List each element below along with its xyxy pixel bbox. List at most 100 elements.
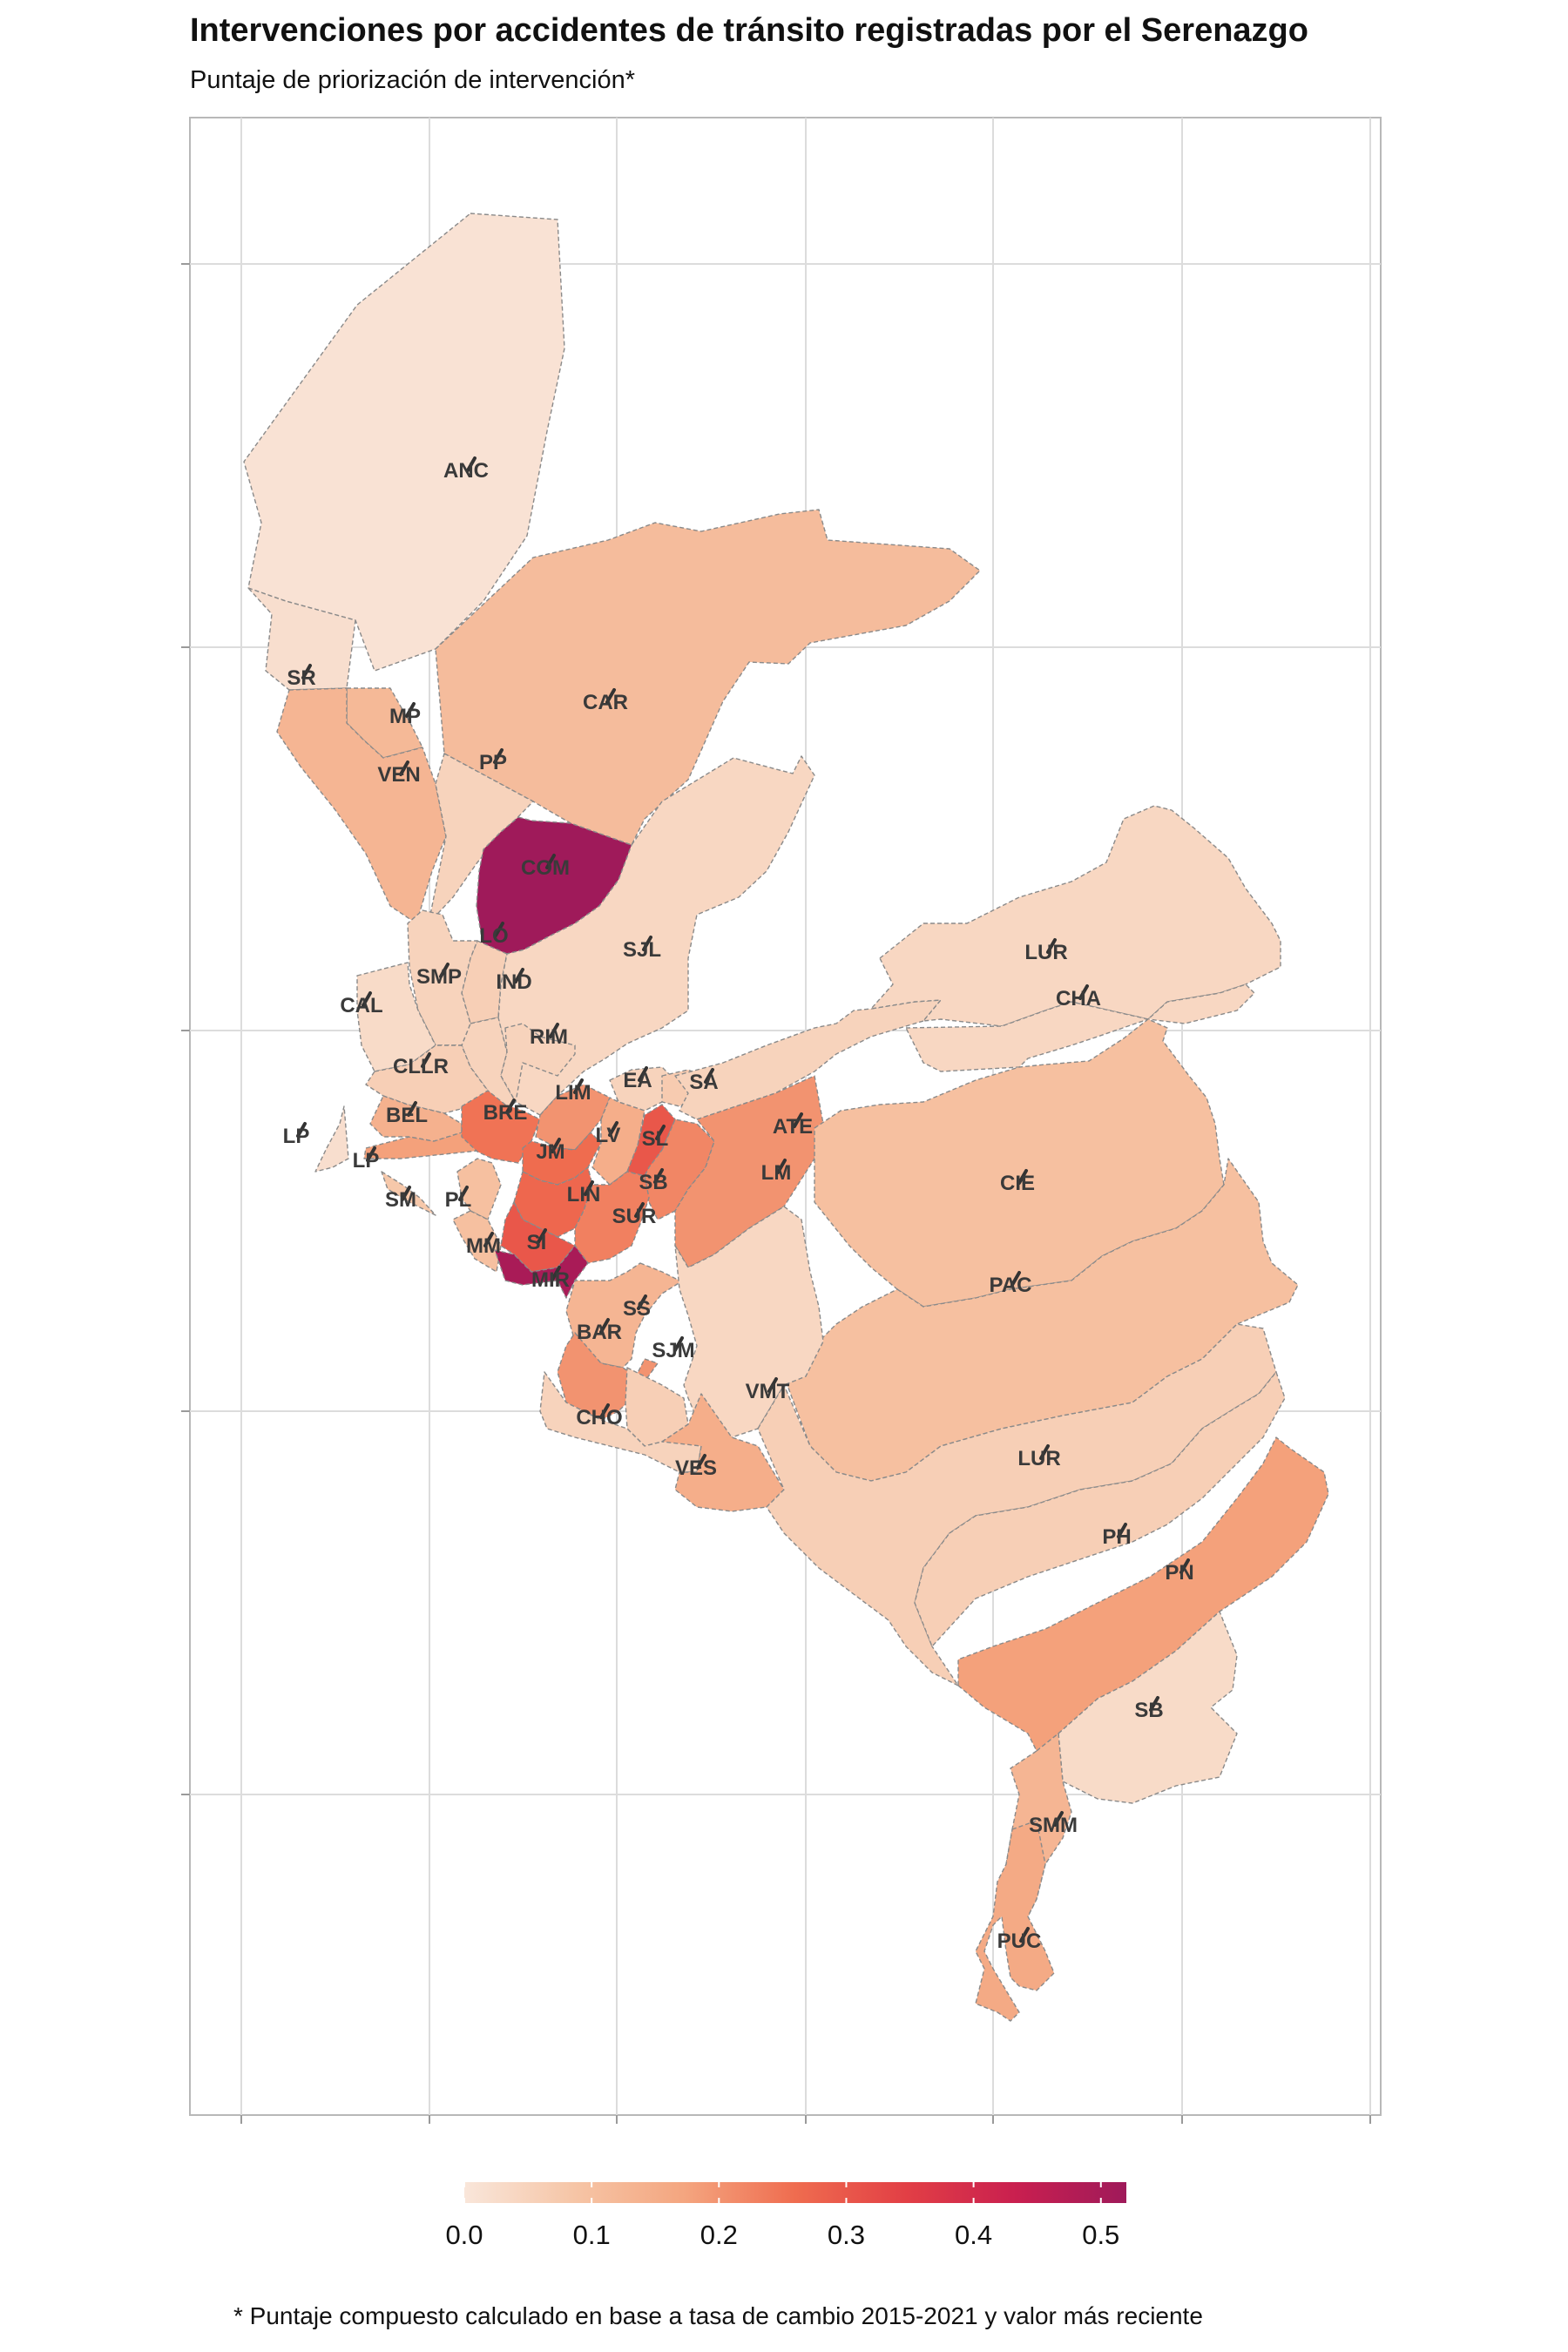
district-label-pn-46: PN <box>1165 1561 1193 1585</box>
label-leader-smm-48 <box>1053 1811 1064 1827</box>
district-label-cllr-13: CLLR <box>393 1055 449 1078</box>
label-leader-sjm-40 <box>673 1336 684 1352</box>
label-leader-sr-1 <box>301 664 312 679</box>
district-label-cie-32: CIE <box>1000 1172 1035 1195</box>
district-label-vmt-41: VMT <box>746 1380 790 1403</box>
label-leader-pn-46 <box>1179 1558 1190 1574</box>
district-label-lp-14: LP <box>283 1125 310 1148</box>
label-leader-sb-47 <box>1149 1696 1159 1712</box>
label-leader-rim-12 <box>549 1023 559 1038</box>
label-leader-com-6 <box>545 854 556 869</box>
district-mm-33 <box>452 1210 502 1273</box>
district-label-sr-1: SR <box>287 666 315 690</box>
district-label-cha-23: CHA <box>1056 987 1101 1010</box>
label-leader-bar-38 <box>599 1318 610 1334</box>
label-leader-bel-16 <box>407 1101 417 1117</box>
label-leader-puc-49 <box>1019 1927 1030 1943</box>
district-label-lim-18: LIM <box>555 1081 591 1105</box>
district-label-sa-20: SA <box>689 1071 718 1094</box>
legend-tick-label-2: 0.2 <box>700 2220 738 2250</box>
district-label-sur-35: SUR <box>612 1205 657 1228</box>
label-leader-lp-15 <box>366 1146 376 1162</box>
district-label-lin-29: LIN <box>567 1183 601 1206</box>
district-bel-16 <box>369 1095 463 1142</box>
district-label-bar-38: BAR <box>577 1321 622 1344</box>
district-mir-36 <box>494 1245 589 1299</box>
label-leader-cllr-13 <box>421 1052 431 1068</box>
district-label-mir-36: MIR <box>531 1268 570 1292</box>
district-ate-21 <box>674 999 942 1120</box>
district-lur-22 <box>870 805 1281 1027</box>
label-leader-mm-33 <box>483 1232 494 1247</box>
district-com-6 <box>476 816 641 955</box>
district-labels: ANC SR CAR MP VEN PP COM LO SJL IND SMP CAL RIM CLLR L… <box>283 456 1194 1953</box>
district-label-car-2: CAR <box>583 691 628 714</box>
district-label-ves-43: VES <box>675 1456 717 1480</box>
district-ven-4 <box>276 687 447 924</box>
district-label-ven-4: VEN <box>377 763 420 787</box>
label-leader-vmt-41 <box>767 1377 778 1393</box>
label-leader-ven-4 <box>399 760 409 776</box>
district-cie-32 <box>814 1018 1225 1308</box>
label-leader-lp-14 <box>296 1122 307 1138</box>
district-label-mp-3: MP <box>389 705 421 728</box>
legend-tick-label-3: 0.3 <box>828 2220 865 2250</box>
district-label-rim-12: RIM <box>530 1025 568 1049</box>
district-label-lur-22: LUR <box>1024 941 1067 964</box>
label-leader-pac-39 <box>1010 1271 1021 1287</box>
district-sb-47 <box>1058 1611 1238 1804</box>
district-label-lur-44: LUR <box>1017 1447 1060 1470</box>
district-rim-12 <box>500 1023 576 1103</box>
district-car-2 <box>435 509 981 846</box>
district-ves-43 <box>661 1393 785 1512</box>
district-label-lp-15: LP <box>353 1149 380 1173</box>
district-label-ind-9: IND <box>496 970 531 994</box>
label-leader-ate-21 <box>793 1112 803 1128</box>
label-leader-cie-32 <box>1017 1169 1028 1185</box>
label-leader-ind-9 <box>514 968 524 983</box>
district-label-ss-37: SS <box>623 1297 651 1321</box>
district-layer <box>243 213 1329 2022</box>
district-label-bre-17: BRE <box>483 1101 528 1125</box>
label-leader-bre-17 <box>505 1098 516 1114</box>
label-leader-sa-20 <box>704 1068 714 1084</box>
label-leader-ph-45 <box>1117 1523 1127 1538</box>
district-label-si-34: SI <box>527 1231 547 1254</box>
district-label-lm-31: LM <box>761 1161 792 1185</box>
district-label-cal-11: CAL <box>340 994 382 1017</box>
district-cllr-13 <box>365 1044 489 1114</box>
district-sjl-8 <box>497 755 815 1116</box>
district-sl-26 <box>626 1104 676 1177</box>
district-label-sl-26: SL <box>642 1127 669 1151</box>
label-leader-car-2 <box>605 688 616 704</box>
district-label-com-6: COM <box>521 856 570 880</box>
district-label-jm-24: JM <box>536 1140 564 1164</box>
label-leader-lim-18 <box>573 1078 584 1094</box>
label-leader-sur-35 <box>634 1202 645 1218</box>
district-label-sb-30: SB <box>639 1171 667 1194</box>
district-label-smp-10: SMP <box>416 965 462 989</box>
label-leader-lur-22 <box>1046 938 1057 954</box>
district-label-pp-5: PP <box>479 751 507 774</box>
footnote-caption: * Puntaje compuesto calculado en base a … <box>233 2302 1203 2329</box>
district-lv-25 <box>591 1097 645 1186</box>
district-pl-28 <box>456 1158 502 1220</box>
label-leader-ss-37 <box>637 1294 647 1310</box>
label-leader-cho-42 <box>599 1403 610 1419</box>
label-leader-cha-23 <box>1078 984 1089 1000</box>
chart-subtitle: Puntaje de priorización de intervención* <box>190 66 636 94</box>
label-leader-lo-7 <box>494 922 504 937</box>
district-mp-3 <box>346 687 423 759</box>
district-puc-49 <box>975 1820 1055 2022</box>
label-leader-ea-19 <box>638 1066 648 1082</box>
district-label-bel-16: BEL <box>386 1104 428 1127</box>
district-label-lv-25: LV <box>596 1124 621 1147</box>
district-label-anc-0: ANC <box>443 459 489 483</box>
label-leader-mir-36 <box>551 1266 561 1281</box>
district-lim-18 <box>535 1084 611 1151</box>
district-smp-10 <box>407 909 478 1046</box>
legend-colorbar <box>464 2182 1126 2203</box>
label-leader-pp-5 <box>493 748 504 764</box>
label-leader-sl-26 <box>655 1125 666 1140</box>
